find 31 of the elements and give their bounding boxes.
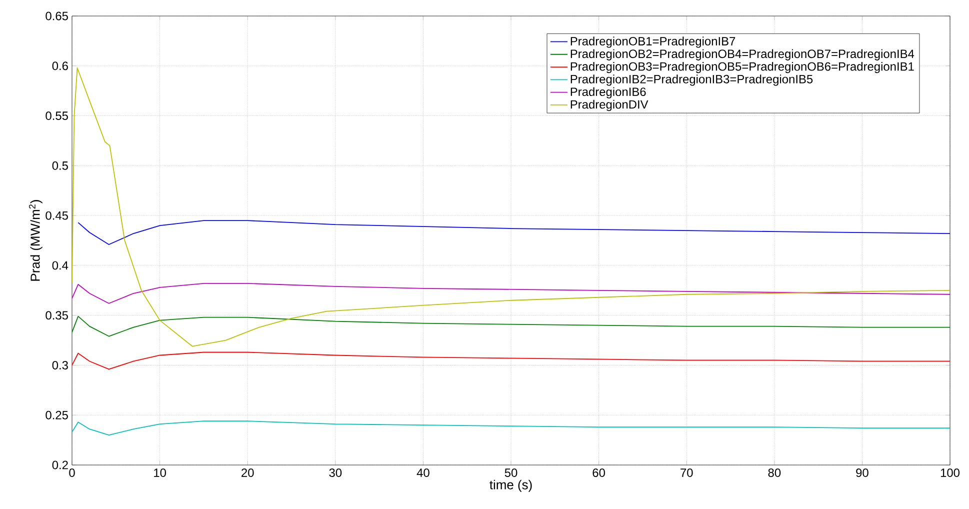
x-tick-label: 0 — [69, 468, 75, 477]
x-axis-title: time (s) — [490, 480, 532, 492]
y-tick-label: 0.2 — [52, 460, 68, 470]
y-tick-label: 0.55 — [46, 112, 68, 120]
x-tick-label: 100 — [940, 468, 960, 477]
legend-label: PradregionOB1=PradregionIB7 — [570, 36, 736, 48]
line-series — [72, 352, 950, 370]
x-tick-label: 50 — [504, 468, 518, 477]
legend-label: PradregionIB2=PradregionIB3=PradregionIB5 — [570, 74, 813, 86]
y-tick-label: 0.45 — [46, 211, 68, 220]
y-tick-label: 0.6 — [52, 62, 68, 70]
x-tick-label: 30 — [329, 468, 342, 477]
x-tick-label: 90 — [856, 468, 868, 477]
legend-label: PradregionOB3=PradregionOB5=PradregionOB6=PradregionIB1 — [570, 62, 914, 74]
x-tick-label: 20 — [242, 468, 254, 477]
y-tick-label: 0.4 — [52, 261, 68, 270]
x-tick-label: 10 — [154, 468, 166, 477]
x-tick-label: 70 — [680, 468, 693, 477]
line-series — [72, 316, 950, 337]
y-tick-label: 0.3 — [52, 360, 68, 370]
y-tick-label: 0.5 — [52, 161, 68, 170]
legend-label: PradregionOB2=PradregionOB4=PradregionOB7=PradregionIB4 — [570, 49, 914, 60]
x-tick-label: 40 — [416, 468, 430, 477]
legend-label: PradregionDIV — [570, 100, 648, 112]
y-tick-label: 0.65 — [46, 12, 68, 20]
x-tick-label: 60 — [592, 468, 605, 477]
legend-label: PradregionIB6 — [570, 87, 646, 98]
y-tick-label: 0.25 — [46, 410, 68, 420]
y-axis-title: Prad (MW/m$^{2}$) — [29, 200, 42, 281]
y-tick-label: 0.35 — [46, 311, 68, 320]
x-tick-label: 80 — [768, 468, 781, 477]
